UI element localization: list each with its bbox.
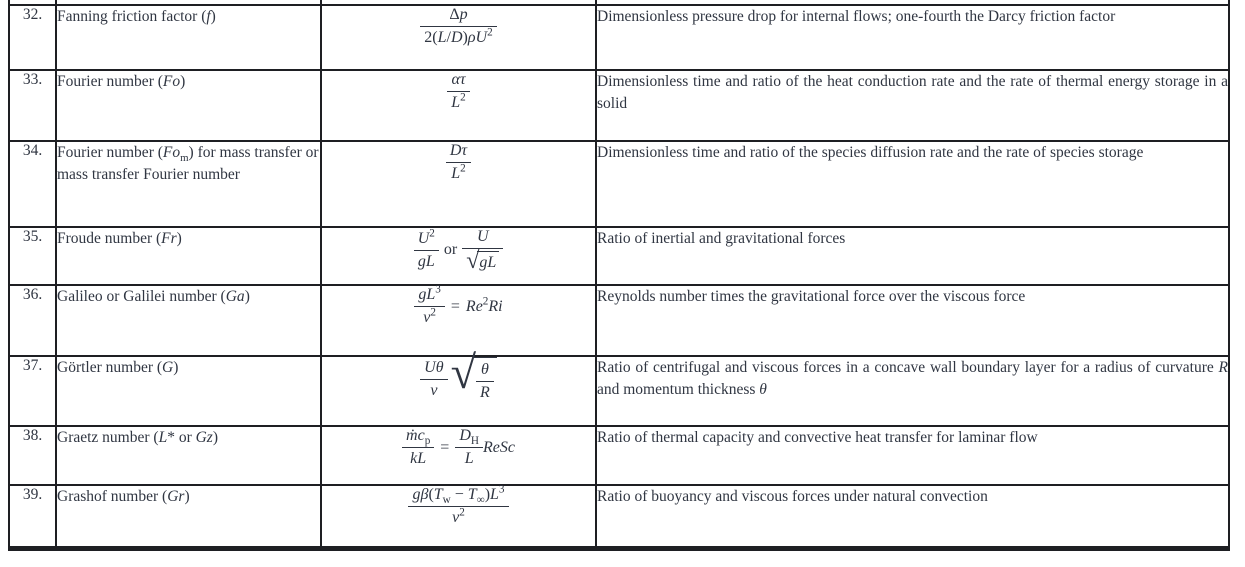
fragment-cell xyxy=(8,0,57,6)
description-cell: Ratio of inertial and gravitational forc… xyxy=(595,226,1230,286)
description: Dimensionless time and ratio of the spec… xyxy=(597,144,1144,161)
row-number-cell: 33. xyxy=(8,69,57,142)
description: Ratio of thermal capacity and convective… xyxy=(597,429,1038,446)
formula: Dτ L2 xyxy=(445,142,472,182)
row-number: 34. xyxy=(22,142,43,159)
formula: ṁcp kL = DH L ReSc xyxy=(402,427,515,467)
description-cell: Ratio of buoyancy and viscous forces und… xyxy=(595,484,1230,549)
row-number: 37. xyxy=(22,357,43,374)
description-cell: Ratio of centrifugal and viscous forces … xyxy=(595,355,1230,427)
table-row-33: 33. Fourier number (Fo) ατ L2 Dimensionle… xyxy=(8,69,1230,142)
row-number-cell: 37. xyxy=(8,355,57,427)
description: Ratio of centrifugal and viscous forces … xyxy=(597,359,1228,398)
dimensionless-numbers-table: 32. Fanning friction factor (f) Δp 2(L/D)… xyxy=(8,0,1230,551)
table-row-36: 36. Galileo or Galilei number (Ga) gL3 ν2… xyxy=(8,284,1230,357)
row-number-cell: 34. xyxy=(8,140,57,228)
name-cell: Galileo or Galilei number (Ga) xyxy=(55,284,322,357)
formula-cell: ṁcp kL = DH L ReSc xyxy=(320,425,597,486)
description-cell: Dimensionless time and ratio of the spec… xyxy=(595,140,1230,228)
table-row-34: 34. Fourier number (Fom) for mass transf… xyxy=(8,140,1230,228)
row-number: 39. xyxy=(22,486,43,503)
formula-cell: gβ(Tw − T∞)L3 ν2 xyxy=(320,484,597,549)
row-number: 36. xyxy=(22,286,43,303)
name-cell: Fourier number (Fo) xyxy=(55,69,322,142)
number-name: Fourier number (Fo) xyxy=(57,73,186,90)
name-cell: Graetz number (L* or Gz) xyxy=(55,425,322,486)
number-name: Fourier number (Fom) for mass transfer o… xyxy=(57,144,319,183)
table-row-35: 35. Froude number (Fr) U2 gL or U √ gL Ratio … xyxy=(8,226,1230,286)
description: Ratio of buoyancy and viscous forces und… xyxy=(597,488,988,505)
row-number: 35. xyxy=(22,228,43,245)
formula: Δp 2(L/D)ρU2 xyxy=(420,6,497,46)
fragment-cell xyxy=(55,0,322,6)
fragment-cell xyxy=(595,0,1230,6)
formula-cell: Dτ L2 xyxy=(320,140,597,228)
description-cell: Ratio of thermal capacity and convective… xyxy=(595,425,1230,486)
formula: ατ L2 xyxy=(447,71,470,111)
name-cell: Görtler number (G) xyxy=(55,355,322,427)
formula-cell: Δp 2(L/D)ρU2 xyxy=(320,4,597,71)
number-name: Froude number (Fr) xyxy=(57,230,182,247)
formula-cell: U2 gL or U √ gL xyxy=(320,226,597,286)
number-name: Görtler number (G) xyxy=(57,359,179,376)
description-cell: Dimensionless time and ratio of the heat… xyxy=(595,69,1230,142)
description-cell: Dimensionless pressure drop for internal… xyxy=(595,4,1230,71)
formula: Uθ ν √ θ R xyxy=(420,350,497,401)
number-name: Galileo or Galilei number (Ga) xyxy=(57,288,250,305)
row-number: 33. xyxy=(22,71,43,88)
row-number: 38. xyxy=(22,427,43,444)
row-number-cell: 36. xyxy=(8,284,57,357)
name-cell: Fourier number (Fom) for mass transfer o… xyxy=(55,140,322,228)
name-cell: Froude number (Fr) xyxy=(55,226,322,286)
formula-cell: ατ L2 xyxy=(320,69,597,142)
table-row-32: 32. Fanning friction factor (f) Δp 2(L/D)… xyxy=(8,4,1230,71)
description: Reynolds number times the gravitational … xyxy=(597,288,1026,305)
formula-cell: gL3 ν2 = Re2Ri xyxy=(320,284,597,357)
row-number-cell: 35. xyxy=(8,226,57,286)
number-name: Fanning friction factor (f) xyxy=(57,8,216,25)
row-number: 32. xyxy=(22,6,43,23)
description-cell: Reynolds number times the gravitational … xyxy=(595,284,1230,357)
number-name: Graetz number (L* or Gz) xyxy=(57,429,219,446)
fragment-cell xyxy=(320,0,597,6)
table-row-39: 39. Grashof number (Gr) gβ(Tw − T∞)L3 ν2 … xyxy=(8,484,1230,549)
description: Dimensionless pressure drop for internal… xyxy=(597,8,1116,25)
table-row-37: 37. Görtler number (G) Uθ ν √ θ R Ratio of c… xyxy=(8,350,1230,427)
name-cell: Fanning friction factor (f) xyxy=(55,4,322,71)
formula: U2 gL or U √ gL xyxy=(413,228,504,274)
formula: gL3 ν2 = Re2Ri xyxy=(414,284,503,326)
description: Ratio of inertial and gravitational forc… xyxy=(597,230,846,247)
table-row-38: 38. Graetz number (L* or Gz) ṁcp kL = DH L Re… xyxy=(8,425,1230,486)
row-number-cell: 32. xyxy=(8,4,57,71)
previous-row-fragment xyxy=(8,0,1230,6)
number-name: Grashof number (Gr) xyxy=(57,488,190,505)
formula: gβ(Tw − T∞)L3 ν2 xyxy=(408,484,509,526)
row-number-cell: 38. xyxy=(8,425,57,486)
name-cell: Grashof number (Gr) xyxy=(55,484,322,549)
formula-cell: Uθ ν √ θ R xyxy=(320,350,597,427)
row-number-cell: 39. xyxy=(8,484,57,549)
description: Dimensionless time and ratio of the heat… xyxy=(597,73,1228,112)
